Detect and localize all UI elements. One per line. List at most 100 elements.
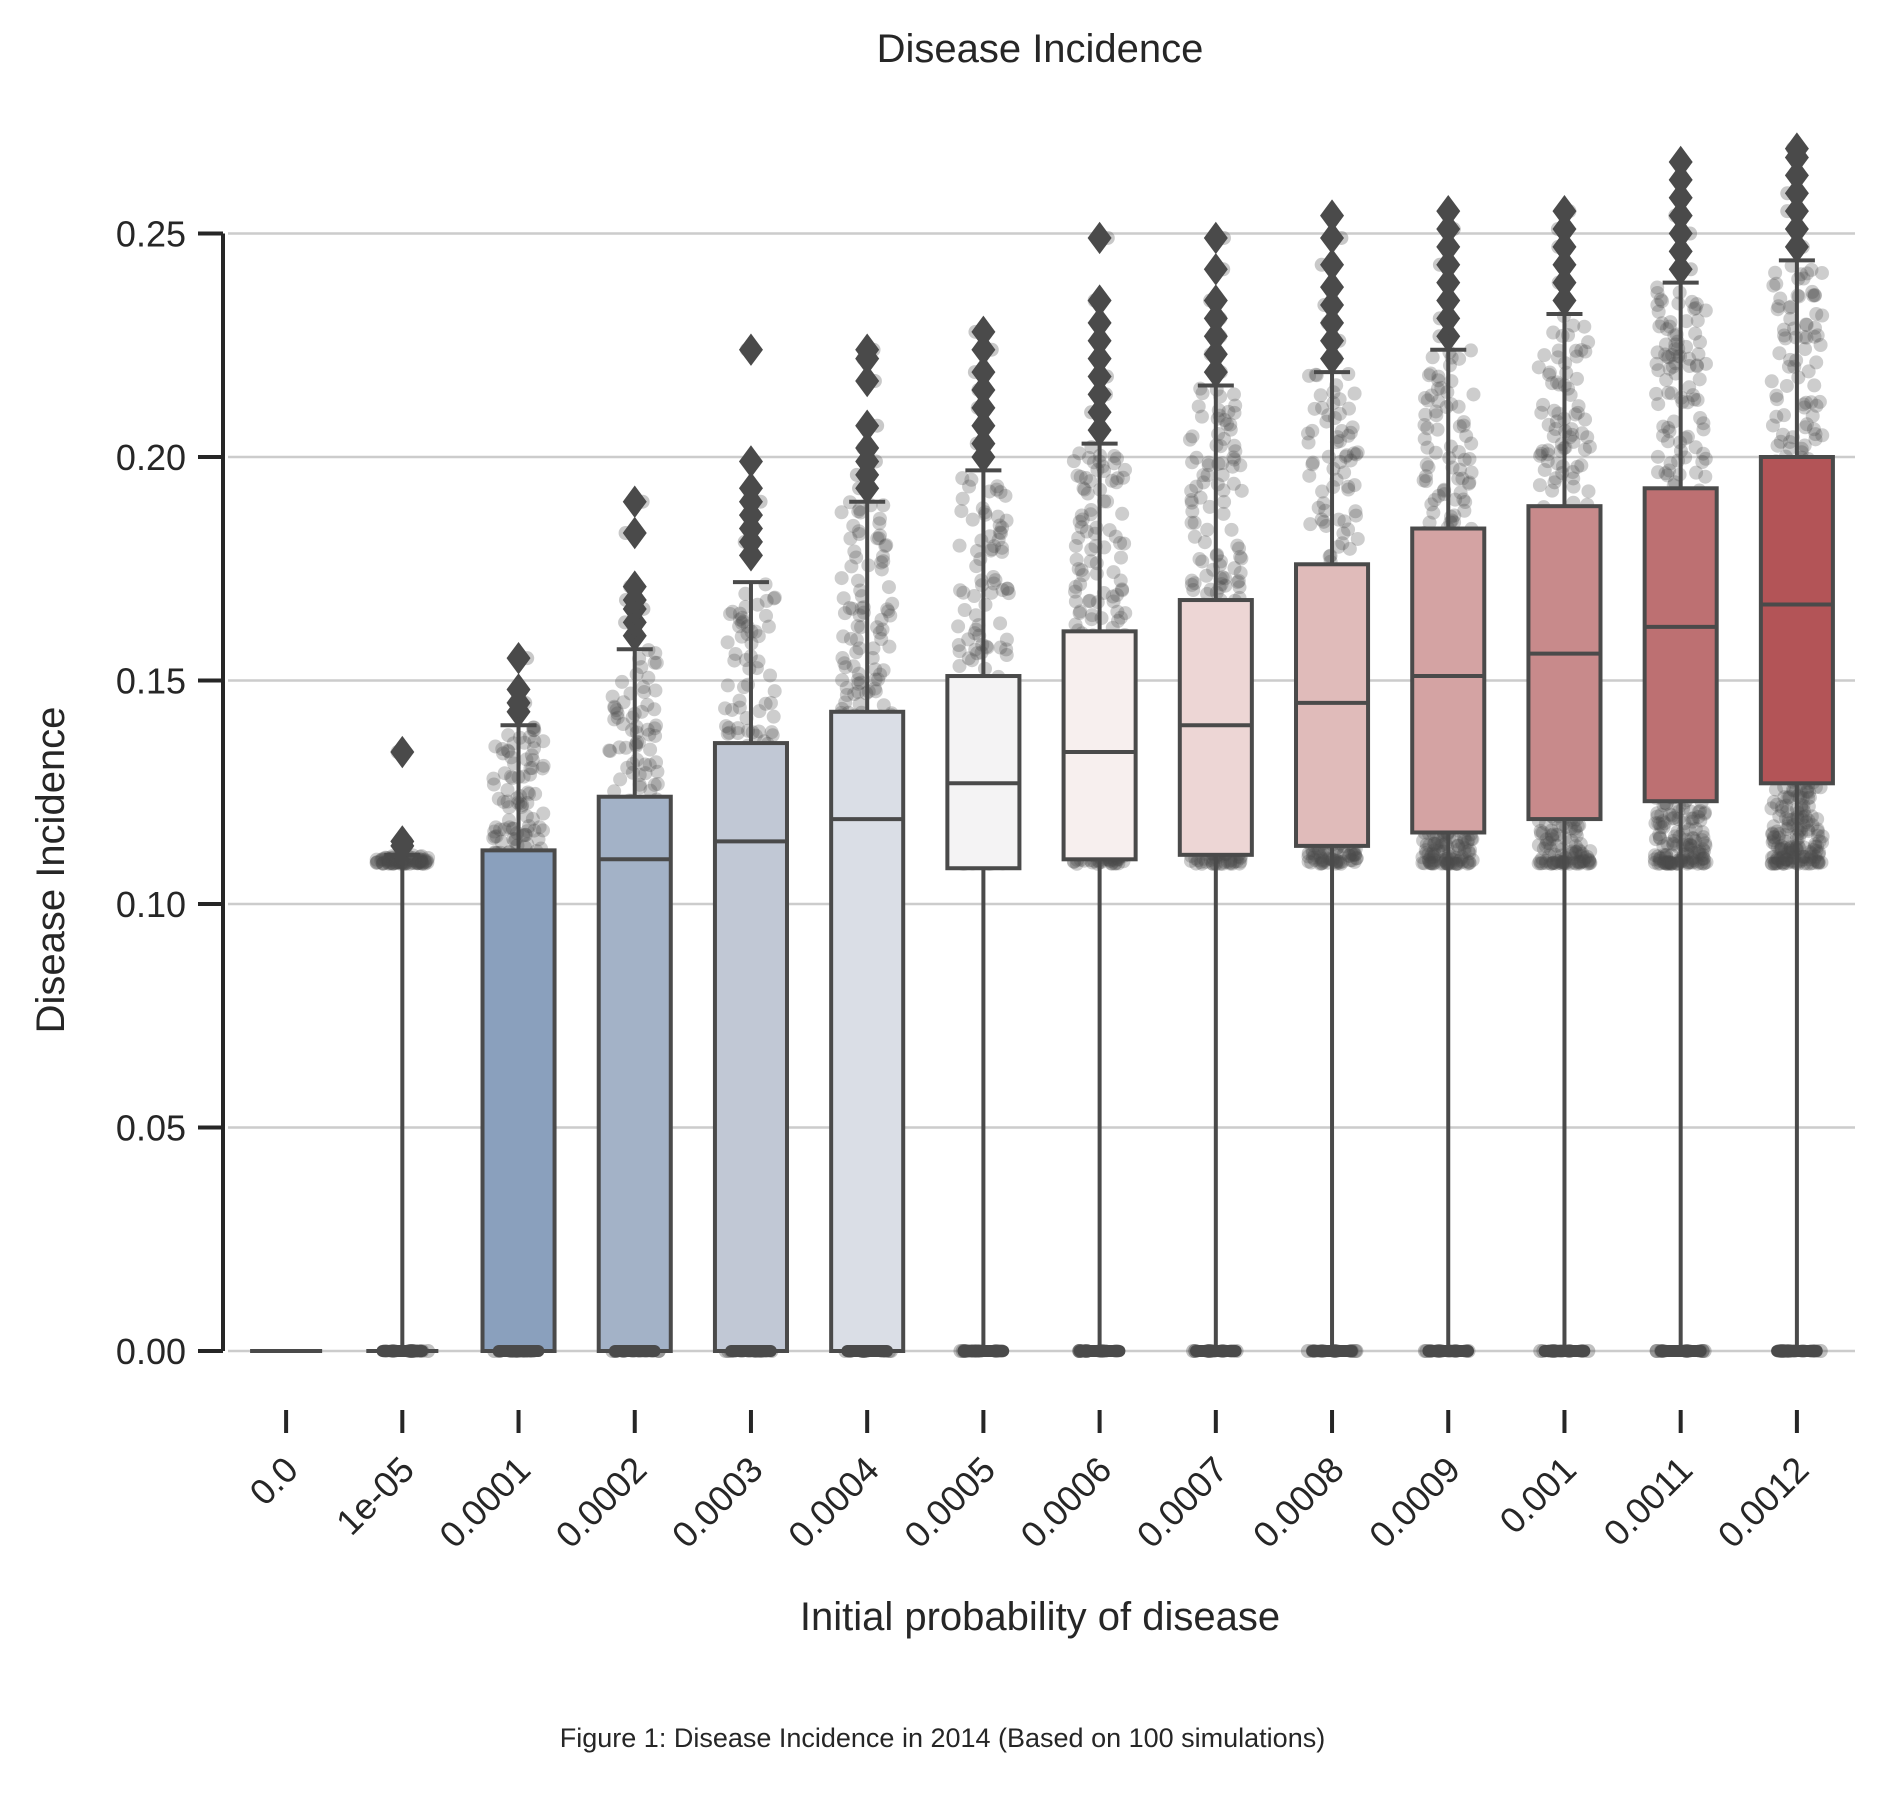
box-body <box>1177 598 1254 857</box>
strip-point <box>1766 794 1781 809</box>
strip-point <box>523 761 538 776</box>
box-body <box>1061 629 1138 862</box>
strip-point <box>1184 495 1199 510</box>
strip-point <box>415 856 430 871</box>
strip-point <box>1225 856 1240 871</box>
strip-point <box>1313 856 1328 871</box>
strip-point <box>518 827 533 842</box>
strip-point <box>1451 399 1466 414</box>
strip-point <box>850 619 865 634</box>
strip-point <box>1814 265 1829 280</box>
gridlines <box>228 232 1855 1353</box>
strip-point <box>1809 306 1824 321</box>
y-tick-label: 0.15 <box>116 661 186 702</box>
strip-point <box>849 645 864 660</box>
strip-point <box>520 824 535 839</box>
strip-point <box>1427 855 1442 870</box>
strip-point <box>851 672 866 687</box>
strip-point <box>521 819 536 834</box>
strip-point <box>1199 568 1214 583</box>
strip-point <box>1566 479 1581 494</box>
strip-point <box>1808 432 1823 447</box>
strip-point <box>1115 506 1130 521</box>
box-body <box>1410 526 1487 835</box>
strip-point <box>410 856 425 871</box>
strip-point <box>732 606 747 621</box>
outlier-marker <box>622 516 647 550</box>
strip-point <box>1671 453 1686 468</box>
strip-point <box>1215 856 1230 871</box>
strip-point <box>846 659 861 674</box>
strip-point <box>1696 856 1711 871</box>
strip-point <box>1086 455 1101 470</box>
strip-point <box>834 505 849 520</box>
y-axis-title: Disease Incidence <box>29 707 73 1034</box>
strip-point <box>735 610 750 625</box>
strip-point <box>1197 535 1212 550</box>
strip-point <box>875 549 890 564</box>
strip-point <box>1115 583 1130 598</box>
x-tick-label: 0.001 <box>1491 1449 1584 1542</box>
strip-point <box>984 585 999 600</box>
strip-point <box>1578 412 1593 427</box>
strip-point <box>878 538 893 553</box>
strip-point <box>1113 573 1128 588</box>
strip-point <box>1787 321 1802 336</box>
strip-point <box>725 702 740 717</box>
strip-point <box>723 606 738 621</box>
strip-point <box>761 619 776 634</box>
strip-point <box>1068 538 1083 553</box>
strip-point <box>411 855 426 870</box>
strip-point <box>420 855 435 870</box>
strip-point <box>952 538 967 553</box>
strip-point <box>847 686 862 701</box>
strip-point <box>1109 475 1124 490</box>
strip-point <box>1227 405 1242 420</box>
strip-point <box>1808 849 1823 864</box>
strip-point <box>1226 450 1241 465</box>
strip-point <box>990 479 1005 494</box>
strip-point <box>636 680 651 695</box>
strip-point <box>1227 561 1242 576</box>
strip-point <box>988 573 1003 588</box>
strip-point <box>486 777 501 792</box>
strip-point <box>1315 484 1330 499</box>
strip-point <box>1073 604 1088 619</box>
strip-point <box>638 757 653 772</box>
strip-point <box>1117 536 1132 551</box>
strip-point <box>629 725 644 740</box>
strip-point <box>1232 856 1247 871</box>
strip-point <box>637 685 652 700</box>
strip-point <box>876 663 891 678</box>
outlier-marker <box>738 445 763 478</box>
x-tick-label: 0.0003 <box>664 1449 771 1556</box>
strip-point <box>1100 494 1115 509</box>
strip-point <box>386 856 401 871</box>
strip-point <box>1000 581 1015 596</box>
strip-point <box>1108 529 1123 544</box>
strip-point <box>650 764 665 779</box>
strip-point <box>1649 386 1664 401</box>
strip-point <box>978 597 993 612</box>
strip-point <box>1187 576 1202 591</box>
strip-point <box>1184 493 1199 508</box>
strip-point <box>849 632 864 647</box>
strip-point <box>528 786 543 801</box>
strip-point <box>1768 265 1783 280</box>
strip-point <box>1230 538 1245 553</box>
strip-point <box>1075 512 1090 527</box>
strip-point <box>867 681 882 696</box>
strip-point <box>1202 499 1217 514</box>
strip-point <box>603 744 618 759</box>
strip-point <box>527 823 542 838</box>
strip-point <box>962 479 977 494</box>
strip-point <box>965 653 980 668</box>
strip-point <box>874 555 889 570</box>
strip-point <box>1801 364 1816 379</box>
box-body <box>945 674 1022 871</box>
strip-point <box>1109 451 1124 466</box>
strip-point <box>1305 457 1320 472</box>
outlier-marker <box>1668 145 1693 179</box>
strip-point <box>1454 849 1469 864</box>
strip-point <box>1779 378 1794 393</box>
